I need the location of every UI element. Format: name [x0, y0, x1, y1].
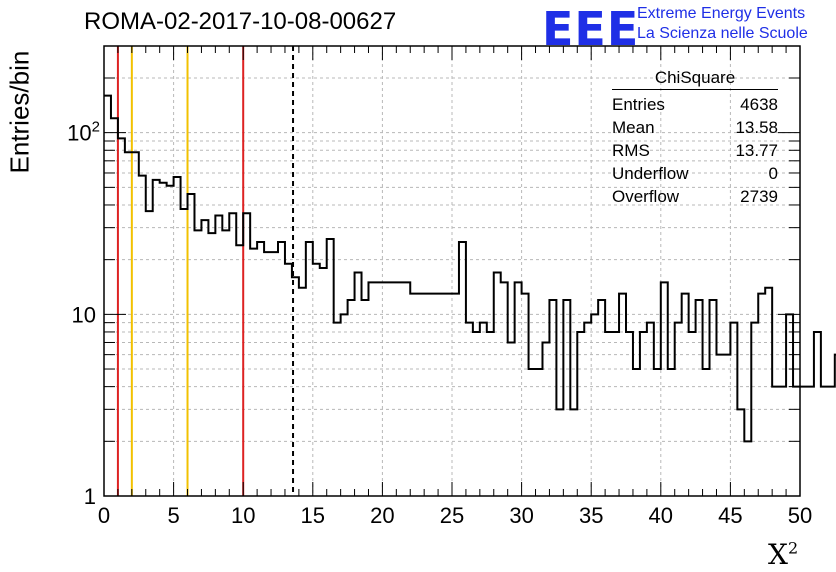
stats-row-mean: Mean 13.58 — [612, 116, 778, 139]
x-axis-label-text: X — [768, 538, 788, 571]
x-axis-label: X2 — [768, 538, 798, 571]
y-axis-label: Entries/bin — [4, 50, 35, 174]
stats-box: ChiSquare Entries 4638 Mean 13.58 RMS 13.77… — [612, 68, 778, 208]
stats-value: 13.77 — [735, 141, 778, 160]
logo-line-2: La Scienza nelle Scuole — [637, 25, 808, 42]
chart-title: ROMA-02-2017-10-08-00627 — [84, 8, 397, 35]
x-tick-label: 35 — [579, 503, 603, 528]
y-tick-label: 10 — [72, 302, 96, 327]
stats-row-rms: RMS 13.77 — [612, 139, 778, 162]
stats-title: ChiSquare — [612, 68, 778, 90]
x-tick-label: 40 — [649, 503, 673, 528]
x-tick-label: 15 — [301, 503, 325, 528]
eee-logo: EEE — [542, 2, 640, 56]
x-tick-label: 0 — [98, 503, 110, 528]
stats-value: 0 — [768, 164, 778, 183]
x-axis-label-sup: 2 — [787, 538, 799, 558]
stats-label: RMS — [612, 141, 650, 160]
stats-value: 13.58 — [735, 118, 778, 137]
y-tick-label: 1 — [84, 484, 96, 509]
stats-row-overflow: Overflow 2739 — [612, 185, 778, 208]
stats-value: 4638 — [740, 95, 778, 114]
stats-value: 2739 — [740, 187, 778, 206]
stats-row-entries: Entries 4638 — [612, 93, 778, 116]
x-tick-label: 50 — [788, 503, 812, 528]
stats-label: Underflow — [612, 164, 689, 183]
x-tick-label: 10 — [231, 503, 255, 528]
stats-label: Entries — [612, 95, 665, 114]
x-tick-label: 30 — [509, 503, 533, 528]
x-tick-label: 5 — [167, 503, 179, 528]
logo-caption: Extreme Energy Events La Scienza nelle S… — [637, 4, 808, 44]
x-tick-label: 20 — [370, 503, 394, 528]
stats-label: Overflow — [612, 187, 680, 206]
x-tick-label: 45 — [718, 503, 742, 528]
x-tick-label: 25 — [440, 503, 464, 528]
y-tick-label: 102 — [67, 119, 100, 146]
stats-row-underflow: Underflow 0 — [612, 162, 778, 185]
stats-label: Mean — [612, 118, 655, 137]
logo-line-1: Extreme Energy Events — [637, 5, 806, 22]
